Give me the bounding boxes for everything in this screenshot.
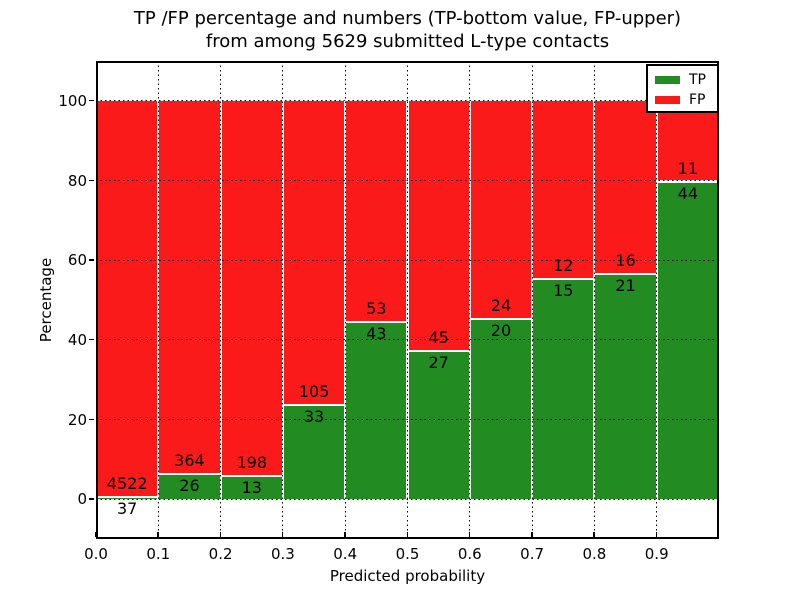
fp-legend-swatch	[655, 96, 680, 104]
chart-title-line1: TP /FP percentage and numbers (TP-bottom…	[133, 8, 682, 29]
tp-bar-segment	[532, 277, 595, 500]
fp-legend-label: FP	[689, 92, 706, 108]
tp-count-label: 44	[677, 183, 699, 203]
fp-count-label: 4522	[106, 473, 148, 493]
vertical-gridline	[157, 61, 159, 539]
tp-bar-segment	[594, 273, 657, 500]
x-axis-label: Predicted probability	[329, 567, 486, 585]
x-tick-label: 0.3	[270, 545, 295, 563]
tp-legend-swatch	[655, 76, 680, 84]
x-tick-label: 0.2	[208, 545, 233, 563]
tp-bar-segment	[220, 474, 283, 500]
legend-row: FP	[655, 90, 717, 110]
fp-bar-segment	[158, 100, 221, 473]
tp-bar-segment	[158, 472, 221, 500]
tp-legend-label: TP	[689, 72, 706, 88]
fp-count-label: 16	[615, 251, 636, 271]
y-tick-label: 60	[67, 251, 87, 270]
x-tick-label: 0.7	[520, 545, 545, 563]
x-tick-mark	[406, 532, 408, 537]
x-tick-label: 0.4	[333, 545, 358, 563]
tp-count-label: 27	[428, 352, 449, 372]
vertical-gridline	[344, 61, 346, 539]
x-tick-mark	[468, 532, 471, 537]
tp-bar-segment	[469, 318, 533, 500]
fp-bar-segment	[282, 100, 346, 404]
y-tick-mark	[89, 99, 94, 102]
y-tick-label: 40	[67, 330, 87, 349]
fp-count-label: 364	[174, 450, 205, 470]
y-tick-mark	[89, 418, 94, 420]
fp-bar-segment	[96, 100, 159, 496]
horizontal-gridline	[96, 339, 719, 341]
vertical-gridline	[656, 61, 658, 539]
y-tick-label: 0	[77, 490, 87, 509]
x-tick-mark	[219, 532, 222, 537]
vertical-gridline	[220, 61, 222, 539]
tp-count-label: 13	[241, 477, 262, 497]
fp-count-label: 45	[428, 327, 449, 347]
tp-count-label: 33	[303, 406, 325, 426]
y-tick-mark	[89, 338, 94, 341]
vertical-gridline	[407, 61, 408, 539]
fp-count-label: 198	[236, 452, 268, 472]
horizontal-gridline	[96, 259, 719, 261]
fp-bar-segment	[469, 100, 533, 319]
legend: TP FP	[646, 64, 719, 113]
y-axis-label: Percentage	[37, 257, 55, 343]
horizontal-gridline	[96, 419, 719, 420]
y-tick-label: 80	[67, 171, 87, 190]
x-tick-label: 0.9	[644, 545, 669, 563]
y-tick-mark	[89, 259, 94, 261]
y-tick-mark	[89, 498, 94, 500]
x-tick-mark	[655, 532, 658, 537]
x-tick-mark	[281, 532, 284, 537]
fp-bar-segment	[656, 100, 719, 181]
tp-count-label: 15	[553, 280, 574, 300]
fp-bar-segment	[594, 100, 657, 274]
tp-count-label: 37	[116, 498, 138, 518]
fp-bar-segment	[220, 100, 283, 475]
vertical-gridline	[593, 61, 595, 539]
fp-count-label: 105	[298, 381, 330, 401]
y-tick-mark	[89, 179, 94, 181]
tp-count-label: 26	[179, 475, 200, 495]
x-tick-label: 0.6	[457, 545, 482, 563]
tp-bar-segment	[345, 320, 408, 500]
tp-bar-segment	[407, 349, 470, 500]
y-tick-label: 20	[67, 410, 87, 429]
x-tick-mark	[344, 532, 346, 537]
tp-count-label: 21	[615, 276, 636, 296]
fp-count-label: 12	[553, 255, 574, 275]
fp-bar-segment	[345, 100, 408, 321]
x-tick-label: 0.0	[84, 545, 108, 563]
tp-count-label: 20	[490, 321, 512, 341]
chart-title-line2: from among 5629 submitted L-type contact…	[205, 31, 610, 52]
fp-count-label: 53	[366, 298, 387, 318]
x-tick-label: 0.8	[582, 545, 607, 563]
fp-bar-segment	[532, 100, 595, 278]
horizontal-gridline	[96, 498, 719, 500]
chart-title: TP /FP percentage and numbers (TP-bottom…	[96, 7, 719, 53]
x-tick-label: 0.5	[395, 545, 420, 563]
x-tick-mark	[95, 532, 97, 537]
horizontal-gridline	[96, 180, 719, 181]
legend-row: TP	[655, 70, 717, 90]
vertical-gridline	[531, 61, 533, 539]
horizontal-gridline	[96, 100, 719, 102]
x-tick-mark	[531, 532, 533, 537]
tp-count-label: 43	[366, 323, 387, 343]
x-tick-mark	[157, 532, 159, 537]
vertical-gridline	[282, 61, 284, 539]
fp-count-label: 11	[677, 158, 699, 178]
y-tick-label: 100	[58, 91, 87, 110]
vertical-gridline	[469, 61, 471, 539]
plot-area: 4522 37 364 26 198 13 105 33 53 43 45 27 24 20 12 15 16 2…	[89, 61, 719, 539]
x-tick-label: 0.1	[146, 545, 171, 563]
fp-bar-segment	[407, 100, 470, 350]
x-tick-mark	[593, 532, 595, 537]
fp-count-label: 24	[490, 296, 512, 316]
